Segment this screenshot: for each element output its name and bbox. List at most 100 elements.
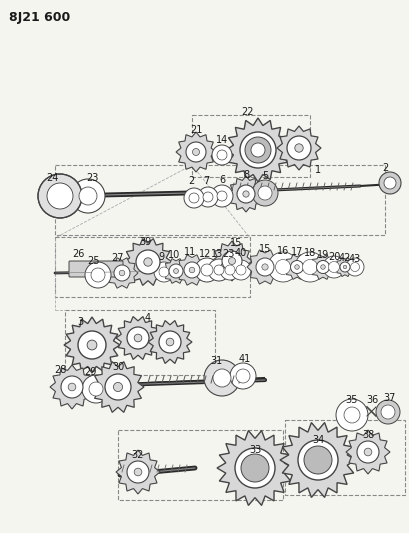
Circle shape <box>304 446 332 474</box>
Circle shape <box>384 177 396 189</box>
Polygon shape <box>50 365 94 409</box>
Circle shape <box>295 252 325 282</box>
Circle shape <box>214 265 224 275</box>
Circle shape <box>136 250 160 274</box>
Polygon shape <box>124 239 172 285</box>
Polygon shape <box>148 320 192 364</box>
Circle shape <box>127 327 149 349</box>
Circle shape <box>262 264 268 270</box>
Text: 43: 43 <box>349 254 361 264</box>
Circle shape <box>268 252 298 282</box>
Circle shape <box>229 257 236 264</box>
Text: 16: 16 <box>277 246 289 255</box>
Circle shape <box>47 183 73 209</box>
FancyBboxPatch shape <box>69 261 123 277</box>
Text: 6: 6 <box>219 175 225 185</box>
Circle shape <box>204 360 240 396</box>
Text: 41: 41 <box>239 354 251 364</box>
Polygon shape <box>226 118 290 182</box>
Circle shape <box>193 149 200 156</box>
Circle shape <box>364 448 372 456</box>
Text: 15: 15 <box>230 238 242 248</box>
Text: 38: 38 <box>362 430 374 440</box>
Polygon shape <box>64 317 120 373</box>
Circle shape <box>236 265 246 275</box>
Text: 24: 24 <box>46 173 58 183</box>
Text: 39: 39 <box>139 237 151 247</box>
Circle shape <box>38 174 82 218</box>
Text: 18: 18 <box>304 248 316 259</box>
Circle shape <box>144 258 152 266</box>
Text: 42: 42 <box>339 253 351 263</box>
Text: 3: 3 <box>77 317 83 327</box>
Text: 14: 14 <box>216 135 228 145</box>
Text: 32: 32 <box>132 450 144 460</box>
Circle shape <box>376 400 400 424</box>
Text: 23: 23 <box>86 173 98 183</box>
Circle shape <box>240 132 276 168</box>
Text: 2: 2 <box>382 163 388 173</box>
Circle shape <box>217 150 227 160</box>
Text: 22: 22 <box>241 107 253 117</box>
Polygon shape <box>228 176 264 212</box>
Text: 31: 31 <box>210 356 222 366</box>
Circle shape <box>258 186 272 200</box>
Circle shape <box>243 191 249 197</box>
Circle shape <box>235 448 275 488</box>
Circle shape <box>241 454 269 482</box>
Polygon shape <box>116 450 160 494</box>
Circle shape <box>211 185 233 207</box>
Circle shape <box>343 265 347 269</box>
Circle shape <box>256 258 274 276</box>
Circle shape <box>113 383 123 392</box>
Circle shape <box>225 265 235 275</box>
Circle shape <box>217 191 227 201</box>
Circle shape <box>245 137 271 163</box>
Circle shape <box>295 144 303 152</box>
Circle shape <box>236 369 250 383</box>
Bar <box>55 165 385 235</box>
Text: 10: 10 <box>168 250 180 260</box>
Circle shape <box>166 338 174 346</box>
Circle shape <box>119 270 125 276</box>
Polygon shape <box>346 430 390 474</box>
Circle shape <box>328 262 339 272</box>
Bar <box>55 237 250 297</box>
Circle shape <box>189 193 199 203</box>
Circle shape <box>79 187 97 205</box>
Circle shape <box>203 192 213 202</box>
Text: 30: 30 <box>112 362 124 372</box>
Bar <box>285 420 405 495</box>
Circle shape <box>61 376 83 398</box>
Circle shape <box>230 363 256 389</box>
Circle shape <box>252 180 278 206</box>
Polygon shape <box>217 431 293 505</box>
Polygon shape <box>277 126 321 170</box>
Circle shape <box>287 136 311 160</box>
Circle shape <box>89 382 103 396</box>
Circle shape <box>381 405 395 419</box>
Text: 19: 19 <box>317 250 329 260</box>
Text: 33: 33 <box>249 445 261 455</box>
Circle shape <box>87 340 97 350</box>
Circle shape <box>159 267 169 277</box>
Text: 27: 27 <box>112 253 124 263</box>
Circle shape <box>127 461 149 483</box>
Circle shape <box>186 142 206 162</box>
Polygon shape <box>280 423 356 497</box>
Polygon shape <box>116 317 160 359</box>
Circle shape <box>317 261 330 273</box>
Circle shape <box>336 399 368 431</box>
Text: 40: 40 <box>235 248 247 258</box>
Circle shape <box>78 331 106 359</box>
Circle shape <box>311 453 325 467</box>
Text: 21: 21 <box>190 125 202 135</box>
Text: 9: 9 <box>158 252 164 262</box>
Circle shape <box>169 264 183 278</box>
Circle shape <box>295 265 299 269</box>
Text: 12: 12 <box>199 249 211 259</box>
Text: 2: 2 <box>188 176 194 186</box>
Circle shape <box>340 262 350 272</box>
Circle shape <box>91 268 105 282</box>
Polygon shape <box>284 255 310 279</box>
